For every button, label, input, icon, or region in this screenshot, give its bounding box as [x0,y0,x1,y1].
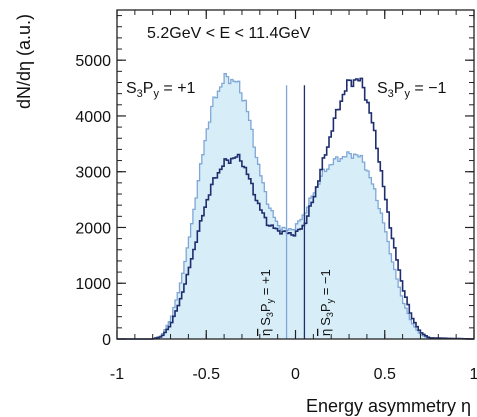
x-tick-label: 1 [470,366,477,383]
x-tick-label: 0 [291,366,300,383]
left-peak-annotation: S3Py = +1 [126,80,196,100]
y-tick-label: 5000 [75,53,111,70]
x-tick-label: 0.5 [374,366,396,383]
axes: -1 -0.5 0 0.5 1 0 1000 2000 3000 4000 5000 [75,10,477,383]
y-tick-label: 3000 [75,165,111,182]
y-tick-label: 1000 [75,276,111,293]
series-plus-line [117,73,474,340]
x-tick-label: -0.5 [192,366,220,383]
right-peak-annotation: S3Py = −1 [377,80,447,100]
x-tick-label: -1 [110,366,124,383]
chart-title: 5.2GeV < E < 11.4GeV [147,25,311,42]
x-axis-title: Energy asymmetry η [306,396,471,416]
y-tick-label: 0 [102,332,111,349]
plot-area [117,73,474,340]
marker-right-label: ηS3Py = −1 [318,269,335,336]
series-minus-line [117,77,474,340]
y-tick-label: 4000 [75,109,111,126]
y-axis-title: dN/dη (a.u.) [14,14,34,109]
y-tick-label: 2000 [75,220,111,237]
marker-left-label: ηS3Py = +1 [258,269,275,336]
